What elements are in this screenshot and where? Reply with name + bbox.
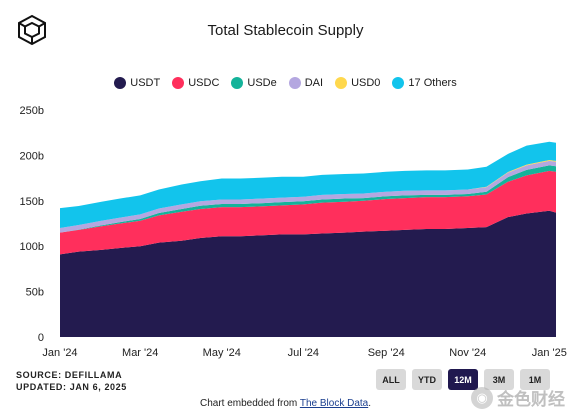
the-block-logo (18, 14, 46, 46)
area-usdc (60, 170, 556, 255)
legend-swatch (114, 77, 127, 89)
range-selector: ALL YTD 12M 3M 1M (376, 369, 550, 390)
area-17-others (60, 141, 556, 229)
legend-swatch (392, 77, 405, 89)
x-tick-label: Mar '24 (122, 347, 158, 359)
embed-suffix: . (368, 398, 372, 409)
updated-text: UPDATED: JAN 6, 2025 (16, 382, 127, 392)
legend-label: USDe (247, 77, 277, 89)
legend-swatch (335, 77, 348, 89)
x-tick-label: Jul '24 (288, 347, 319, 359)
legend-swatch (231, 77, 244, 89)
range-button-3m[interactable]: 3M (484, 369, 514, 390)
y-tick-label: 100b (20, 241, 44, 253)
legend-item-dai[interactable]: DAI (288, 77, 324, 89)
y-tick-label: 0 (38, 332, 44, 344)
legend-swatch (172, 77, 185, 89)
legend-item-usde[interactable]: USDe (231, 77, 277, 89)
range-button-ytd[interactable]: YTD (412, 369, 442, 390)
x-tick-label: Jan '25 (532, 347, 567, 359)
legend-swatch (288, 77, 301, 89)
x-tick-label: May '24 (203, 347, 241, 359)
x-tick-label: Sep '24 (368, 347, 405, 359)
legend-label: 17 Others (408, 77, 457, 89)
watermark-text: 金色财经 (497, 390, 565, 409)
embed-prefix: Chart embedded from (199, 398, 300, 409)
chart-title: Total Stablecoin Supply (207, 22, 364, 39)
range-button-all[interactable]: ALL (376, 369, 406, 390)
legend-label: USD0 (351, 77, 381, 89)
legend-item-usd0[interactable]: USD0 (335, 77, 380, 89)
legend-item-17-others[interactable]: 17 Others (392, 77, 457, 89)
legend-label: USDC (188, 77, 220, 89)
legend-label: USDT (130, 77, 161, 89)
x-tick-label: Nov '24 (449, 347, 486, 359)
the-block-data-link[interactable]: The Block Data (299, 398, 369, 409)
watermark: ◉ 金色财经 (471, 385, 565, 410)
chart-legend: USDT USDC USDe DAI USD0 17 Others (0, 77, 571, 89)
y-tick-label: 50b (26, 287, 44, 299)
jinse-coin-icon: ◉ (471, 386, 493, 409)
range-button-12m[interactable]: 12M (448, 369, 478, 390)
y-tick-label: 150b (20, 196, 44, 208)
area-dai (60, 160, 556, 233)
area-usdt (60, 210, 556, 337)
legend-item-usdt[interactable]: USDT (114, 77, 160, 89)
y-tick-label: 250b (20, 105, 44, 117)
range-button-1m[interactable]: 1M (520, 369, 550, 390)
legend-item-usdc[interactable]: USDC (172, 77, 219, 89)
embed-note: Chart embedded from The Block Data. (0, 398, 571, 409)
y-tick-label: 200b (20, 150, 44, 162)
source-text: SOURCE: DEFILLAMA (16, 370, 123, 380)
legend-label: DAI (304, 77, 324, 89)
source-note: SOURCE: DEFILLAMA UPDATED: JAN 6, 2025 (16, 369, 127, 393)
x-tick-label: Jan '24 (42, 347, 77, 359)
